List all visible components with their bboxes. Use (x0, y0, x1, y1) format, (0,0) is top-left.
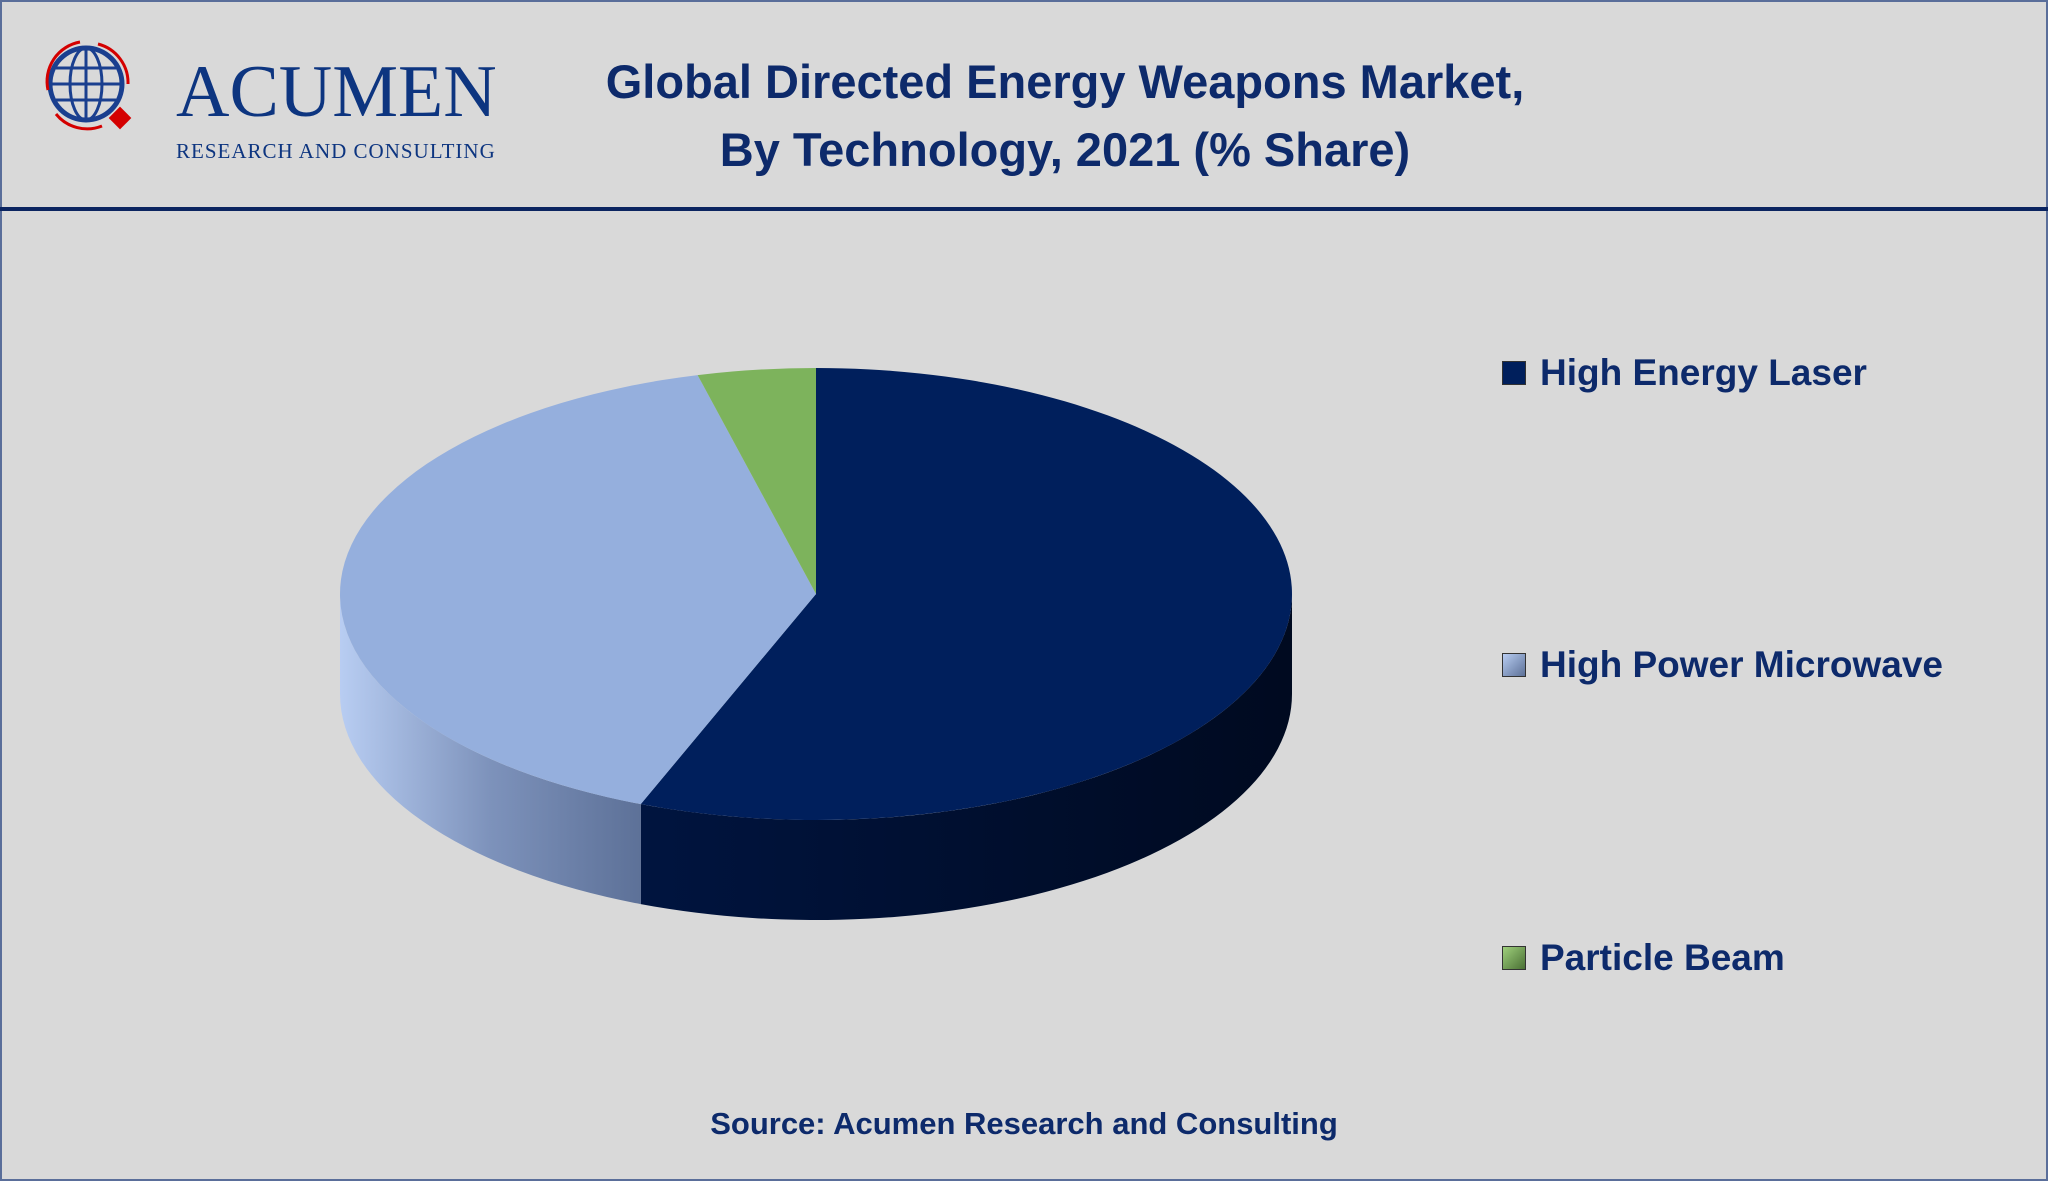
logo-tagline: RESEARCH AND CONSULTING (176, 139, 496, 163)
pie-slice-high-power-microwave (340, 375, 816, 805)
legend-label: High Power Microwave (1540, 644, 1943, 685)
chart-title: Global Directed Energy Weapons Market, B… (470, 48, 1660, 184)
legend-item-particle-beam: Particle Beam (1502, 937, 1785, 979)
legend-swatch (1502, 653, 1526, 677)
acumen-logo: ACUMEN RESEARCH AND CONSULTING (36, 30, 497, 163)
header-divider (0, 207, 2048, 211)
globe-logo-icon (45, 40, 132, 131)
title-line-2: By Technology, 2021 (% Share) (719, 123, 1411, 176)
legend-label: High Energy Laser (1540, 352, 1867, 393)
pie-side-high-energy-laser (640, 594, 1292, 920)
source-note: Source: Acumen Research and Consulting (710, 1106, 1338, 1141)
logo-name: ACUMEN (176, 51, 497, 133)
pie-slice-high-energy-laser (640, 368, 1293, 820)
legend-label: Particle Beam (1540, 937, 1785, 978)
pie-side-high-power-microwave (340, 594, 641, 905)
legend-item-high-power-microwave: High Power Microwave (1502, 644, 1943, 686)
legend-swatch (1502, 946, 1526, 970)
legend-swatch (1502, 361, 1526, 385)
title-line-1: Global Directed Energy Weapons Market, (605, 55, 1525, 108)
pie-slice-particle-beam (697, 368, 816, 594)
legend-item-high-energy-laser: High Energy Laser (1502, 352, 1867, 394)
